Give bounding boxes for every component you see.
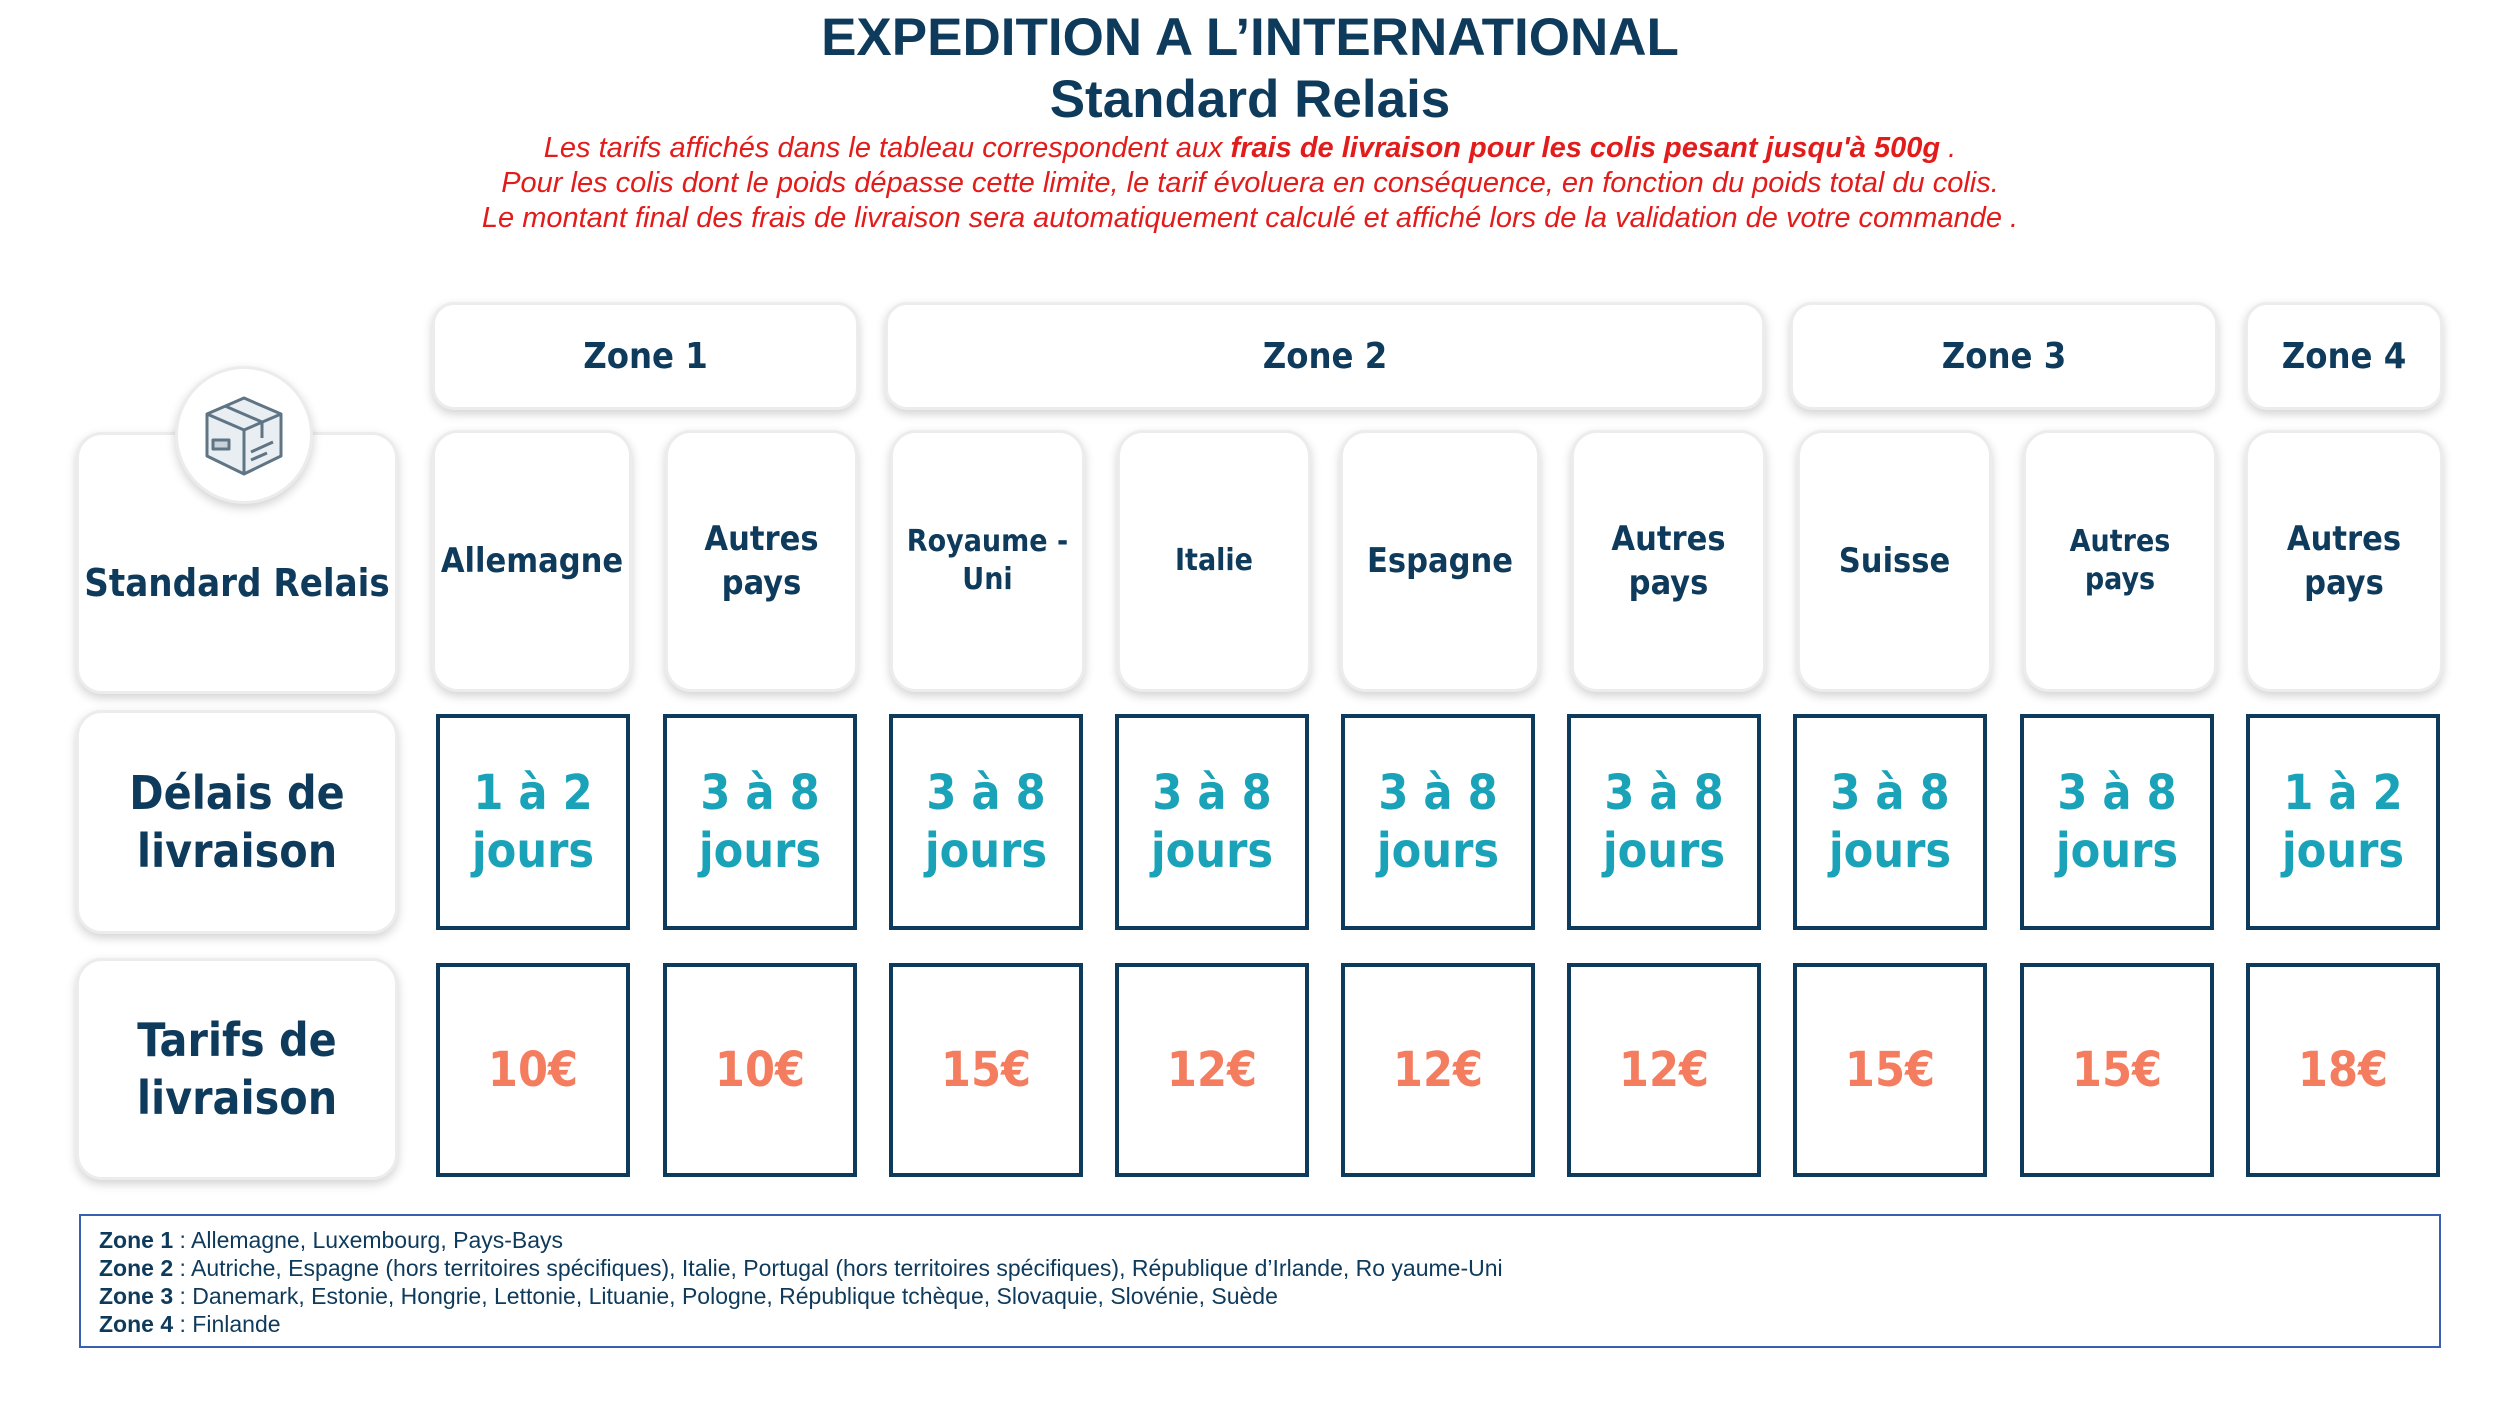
notice-line-1-bold: frais de livraison pour les colis pesant… bbox=[1230, 132, 1941, 164]
zone-header-2: Zone 2 bbox=[885, 302, 1765, 410]
legend-row-1: Zone 1 : Allemagne, Luxembourg, Pays-Bay… bbox=[99, 1226, 2421, 1254]
delay-row-label: Délais de livraison bbox=[76, 710, 398, 934]
country-header-4: Italie bbox=[1117, 430, 1311, 692]
notice-line-1-prefix: Les tarifs affichés dans le tableau corr… bbox=[543, 132, 1231, 164]
package-box-icon bbox=[205, 396, 283, 476]
country-header-8: Autres pays bbox=[2023, 430, 2217, 692]
delay-cell-1: 1 à 2 jours bbox=[436, 714, 630, 930]
page-subtitle: Standard Relais bbox=[1049, 70, 1451, 129]
legend-zone-4: Zone 4 bbox=[99, 1311, 174, 1337]
zone-header-3: Zone 3 bbox=[1790, 302, 2218, 410]
notice-line-2: Pour les colis dont le poids dépasse cet… bbox=[501, 167, 1999, 199]
price-cell-5: 12€ bbox=[1341, 963, 1535, 1177]
country-header-3: Royaume -Uni bbox=[890, 430, 1085, 692]
legend-countries-4: : Finlande bbox=[173, 1311, 281, 1337]
price-cell-3: 15€ bbox=[889, 963, 1083, 1177]
legend-countries-2: : Autriche, Espagne (hors territoires sp… bbox=[173, 1255, 1503, 1281]
country-header-9: Autres pays bbox=[2245, 430, 2443, 692]
country-header-1: Allemagne bbox=[432, 430, 632, 692]
delay-cell-7: 3 à 8 jours bbox=[1793, 714, 1987, 930]
zone-legend: Zone 1 : Allemagne, Luxembourg, Pays-Bay… bbox=[79, 1214, 2441, 1348]
package-icon-badge bbox=[175, 366, 313, 504]
delay-cell-5: 3 à 8 jours bbox=[1341, 714, 1535, 930]
legend-zone-1: Zone 1 bbox=[99, 1227, 174, 1253]
delay-cell-6: 3 à 8 jours bbox=[1567, 714, 1761, 930]
legend-zone-3: Zone 3 bbox=[99, 1283, 174, 1309]
legend-row-3: Zone 3 : Danemark, Estonie, Hongrie, Let… bbox=[99, 1282, 2421, 1310]
country-header-5: Espagne bbox=[1340, 430, 1540, 692]
country-header-2: Autres pays bbox=[665, 430, 858, 692]
price-cell-1: 10€ bbox=[436, 963, 630, 1177]
price-cell-7: 15€ bbox=[1793, 963, 1987, 1177]
price-row-label: Tarifs de livraison bbox=[76, 958, 398, 1180]
legend-row-4: Zone 4 : Finlande bbox=[99, 1310, 2421, 1338]
country-header-6: Autres pays bbox=[1571, 430, 1766, 692]
zone-header-1: Zone 1 bbox=[432, 302, 859, 410]
price-cell-2: 10€ bbox=[663, 963, 857, 1177]
legend-countries-3: : Danemark, Estonie, Hongrie, Lettonie, … bbox=[173, 1283, 1278, 1309]
notice-line-3: Le montant final des frais de livraison … bbox=[481, 202, 2019, 234]
zone-header-4: Zone 4 bbox=[2245, 302, 2443, 410]
notice-line-1: Les tarifs affichés dans le tableau corr… bbox=[0, 131, 2500, 165]
legend-zone-2: Zone 2 bbox=[99, 1255, 174, 1281]
price-cell-9: 18€ bbox=[2246, 963, 2440, 1177]
delay-cell-9: 1 à 2 jours bbox=[2246, 714, 2440, 930]
delay-cell-2: 3 à 8 jours bbox=[663, 714, 857, 930]
delay-cell-8: 3 à 8 jours bbox=[2020, 714, 2214, 930]
legend-row-2: Zone 2 : Autriche, Espagne (hors territo… bbox=[99, 1254, 2421, 1282]
delay-cell-3: 3 à 8 jours bbox=[889, 714, 1083, 930]
price-cell-4: 12€ bbox=[1115, 963, 1309, 1177]
notice-line-1-suffix: . bbox=[1940, 132, 1957, 164]
legend-countries-1: : Allemagne, Luxembourg, Pays-Bays bbox=[173, 1227, 564, 1253]
price-cell-8: 15€ bbox=[2020, 963, 2214, 1177]
page-title: EXPEDITION A L’INTERNATIONAL bbox=[821, 8, 1679, 67]
country-header-7: Suisse bbox=[1797, 430, 1992, 692]
price-cell-6: 12€ bbox=[1567, 963, 1761, 1177]
delay-cell-4: 3 à 8 jours bbox=[1115, 714, 1309, 930]
